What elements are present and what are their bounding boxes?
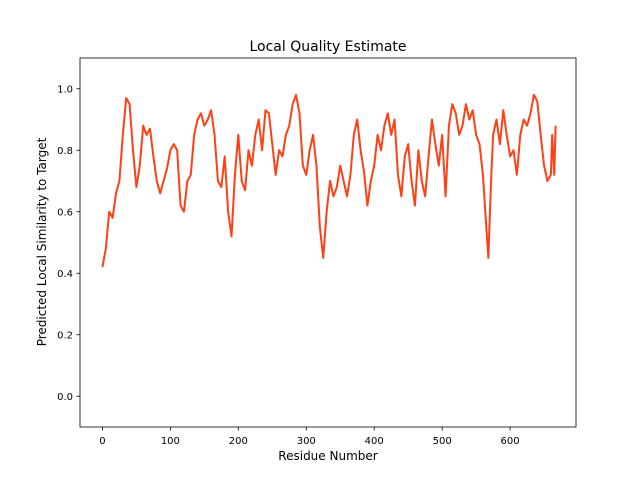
x-tick-label: 200 — [229, 436, 248, 447]
y-tick-label: 1.0 — [57, 84, 73, 95]
y-tick-label: 0.0 — [57, 392, 73, 403]
data-line — [101, 93, 557, 268]
y-tick-label: 0.6 — [57, 207, 73, 218]
chart-title: Local Quality Estimate — [249, 39, 406, 55]
x-tick-label: 300 — [297, 436, 316, 447]
y-tick-label: 0.2 — [57, 330, 73, 341]
plot-frame — [79, 57, 577, 428]
x-tick-label: 100 — [161, 436, 180, 447]
y-axis-label: Predicted Local Similarity to Target — [35, 137, 49, 346]
y-tick-label: 0.8 — [57, 146, 73, 157]
x-tick-label: 400 — [365, 436, 384, 447]
y-tick-label: 0.4 — [57, 269, 73, 280]
x-axis-label: Residue Number — [278, 449, 377, 463]
x-tick-label: 500 — [433, 436, 452, 447]
x-tick-label: 0 — [99, 436, 105, 447]
x-tick-label: 600 — [501, 436, 520, 447]
